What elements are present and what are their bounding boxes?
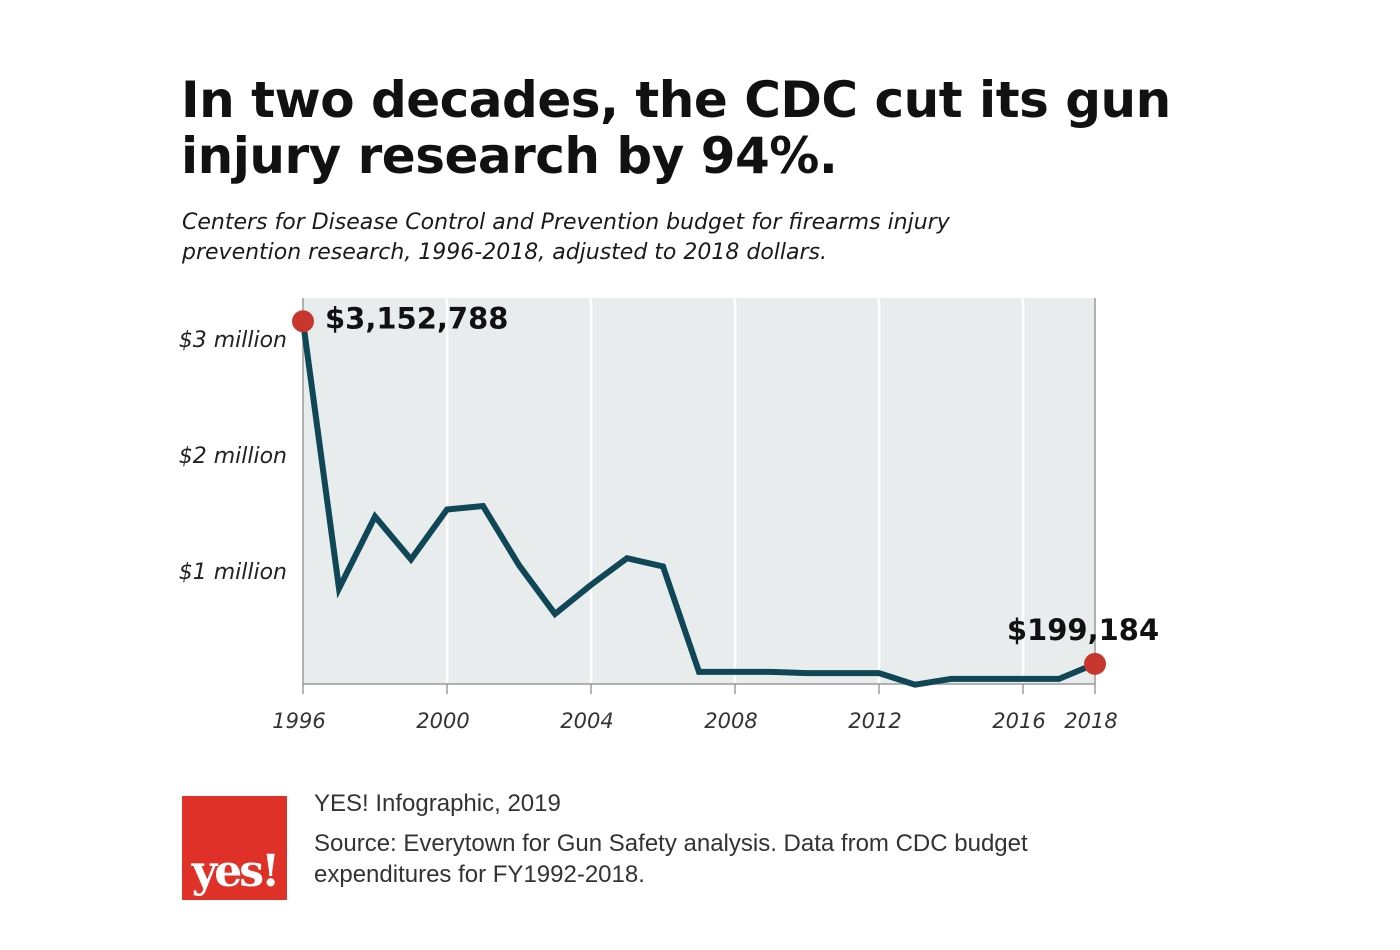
source-text: Source: Everytown for Gun Safety analysi… [314, 830, 1028, 888]
yes-logo: yes! [182, 796, 287, 900]
x-tick-label-2004: 2004 [560, 709, 613, 733]
y-tick-label-3m: $3 million [179, 328, 287, 353]
point-marker-2018 [1084, 652, 1106, 675]
x-tick-label-2000: 2000 [416, 709, 469, 733]
logo-text: yes! [191, 846, 281, 897]
chart-subtitle: Centers for Disease Control and Preventi… [182, 210, 950, 265]
series-line [300, 320, 1097, 688]
plot-area [303, 298, 1095, 684]
chart-title: In two decades, the CDC cut its gun inju… [181, 71, 1171, 185]
credit-text: YES! Infographic, 2019 [314, 790, 561, 817]
callout-label-1996: $3,152,788 [325, 301, 508, 335]
x-tick-label-2018: 2018 [1064, 709, 1117, 733]
x-tick-label-2008: 2008 [704, 709, 757, 733]
x-tick-label-2016: 2016 [992, 709, 1045, 733]
x-tick-label-1996: 1996 [272, 709, 325, 733]
x-tick-label-2012: 2012 [848, 709, 901, 733]
y-tick-label-1m: $1 million [179, 560, 287, 585]
point-marker-1996 [292, 310, 314, 333]
callout-label-2018: $199,184 [1007, 613, 1159, 647]
y-tick-label-2m: $2 million [179, 444, 287, 469]
